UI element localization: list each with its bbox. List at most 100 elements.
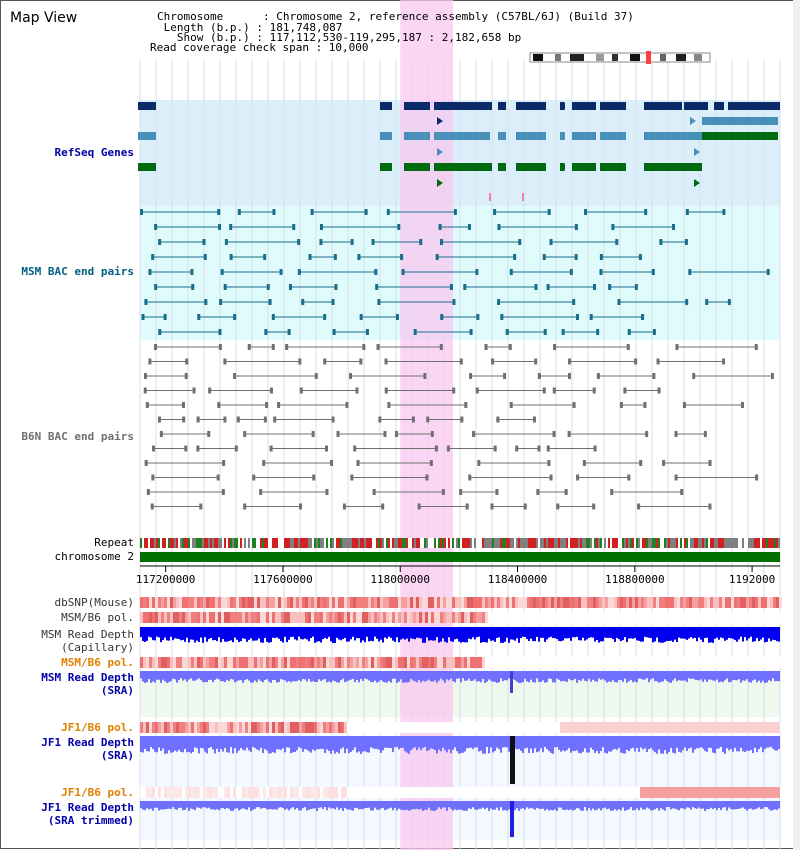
heat-cell	[140, 597, 143, 608]
repeat-feature	[456, 538, 458, 548]
heat-cell	[224, 612, 227, 623]
refseq-genes	[138, 102, 780, 201]
bac-end	[644, 209, 648, 215]
track-label-dbsnp[interactable]: dbSNP(Mouse)	[54, 596, 134, 609]
heat-cell	[197, 657, 200, 668]
depth-bar	[678, 671, 680, 681]
heat-cell	[692, 597, 695, 608]
track-label-jf1-depth[interactable]: JF1 Read Depth	[41, 736, 134, 749]
depth-bar	[758, 736, 760, 750]
depth-bar	[584, 736, 586, 749]
repeat-feature	[306, 538, 308, 548]
repeat-feature	[564, 538, 566, 548]
depth-bar	[244, 736, 246, 751]
heat-cell	[626, 657, 629, 668]
depth-bar	[722, 627, 724, 639]
heat-cell	[416, 722, 419, 733]
depth-bar	[424, 671, 426, 682]
heat-cell	[392, 612, 395, 623]
depth-bar	[416, 801, 418, 809]
depth-bar	[702, 801, 704, 809]
track-label-msm-bac[interactable]: MSM BAC end pairs	[21, 265, 134, 278]
repeat-feature	[142, 538, 144, 548]
depth-bar	[644, 736, 646, 749]
depth-bar	[770, 671, 772, 682]
depth-bar	[322, 627, 324, 640]
depth-bar	[326, 801, 328, 811]
strand-arrow	[572, 102, 577, 110]
repeat-feature	[240, 538, 242, 548]
depth-bar	[254, 627, 256, 641]
repeat-feature	[272, 538, 274, 548]
heat-cell	[356, 722, 359, 733]
depth-bar	[566, 736, 568, 751]
depth-bar	[700, 627, 702, 640]
heat-cell	[617, 787, 620, 798]
depth-bar	[230, 801, 232, 811]
repeat-feature	[490, 538, 492, 548]
depth-bar	[714, 736, 716, 754]
heat-cell	[554, 612, 557, 623]
heat-cell	[719, 657, 722, 668]
depth-bar	[676, 627, 678, 643]
repeat-feature	[670, 538, 672, 548]
depth-bar	[212, 671, 214, 683]
depth-bar	[140, 627, 142, 638]
bac-end	[308, 254, 312, 260]
depth-bar	[236, 736, 238, 753]
track-label-b6n-bac[interactable]: B6N BAC end pairs	[21, 430, 134, 443]
bac-end	[387, 402, 391, 408]
heat-cell	[383, 787, 386, 798]
depth-bar	[234, 627, 236, 638]
heat-cell	[374, 597, 377, 608]
heat-cell	[224, 657, 227, 668]
heat-cell	[776, 597, 779, 608]
repeat-feature	[652, 538, 654, 548]
depth-bar	[696, 671, 698, 680]
heat-cell	[179, 722, 182, 733]
heat-cell	[275, 597, 278, 608]
bac-end	[477, 460, 481, 466]
repeat-feature	[322, 538, 324, 548]
repeat-feature	[354, 538, 356, 548]
heat-cell	[365, 722, 368, 733]
repeat-feature	[614, 538, 616, 548]
depth-bar	[582, 627, 584, 638]
track-label-msm-b6-pol-2[interactable]: MSM/B6 pol.	[61, 656, 134, 669]
repeat-feature	[300, 538, 302, 548]
heat-cell	[182, 787, 185, 798]
track-label-msm-depth-cap[interactable]: MSM Read Depth	[41, 628, 134, 641]
depth-bar	[664, 801, 666, 811]
track-label-msm-b6-pol-1[interactable]: MSM/B6 pol.	[61, 611, 134, 624]
depth-bar	[420, 801, 422, 809]
depth-bar	[286, 671, 288, 683]
depth-bar	[544, 627, 546, 642]
track-label-refseq[interactable]: RefSeq Genes	[54, 146, 134, 159]
depth-bar	[306, 627, 308, 640]
heat-cell	[146, 597, 149, 608]
track-label-jf1-b6-pol-1[interactable]: JF1/B6 pol.	[61, 721, 134, 734]
depth-bar	[378, 627, 380, 642]
depth-bar	[628, 801, 630, 810]
heat-cell	[386, 612, 389, 623]
bac-end	[207, 431, 211, 437]
track-label-msm-depth-sra[interactable]: MSM Read Depth	[41, 671, 134, 684]
heat-cell	[671, 657, 674, 668]
heat-cell	[275, 657, 278, 668]
track-label-chromosome[interactable]: chromosome 2	[54, 550, 134, 563]
heat-cell	[254, 787, 257, 798]
track-label-repeat[interactable]: Repeat	[94, 536, 134, 549]
depth-bar	[680, 671, 682, 681]
depth-bar	[626, 736, 628, 750]
depth-bar	[712, 671, 714, 681]
track-label-jf1-trim[interactable]: JF1 Read Depth	[41, 801, 134, 814]
repeat-feature	[714, 538, 716, 548]
heat-cell	[551, 597, 554, 608]
track-label-jf1-b6-pol-2[interactable]: JF1/B6 pol.	[61, 786, 134, 799]
depth-bar	[550, 627, 552, 637]
heat-cell	[284, 597, 287, 608]
heat-cell	[164, 722, 167, 733]
depth-bar	[478, 801, 480, 809]
depth-bar	[166, 627, 168, 641]
